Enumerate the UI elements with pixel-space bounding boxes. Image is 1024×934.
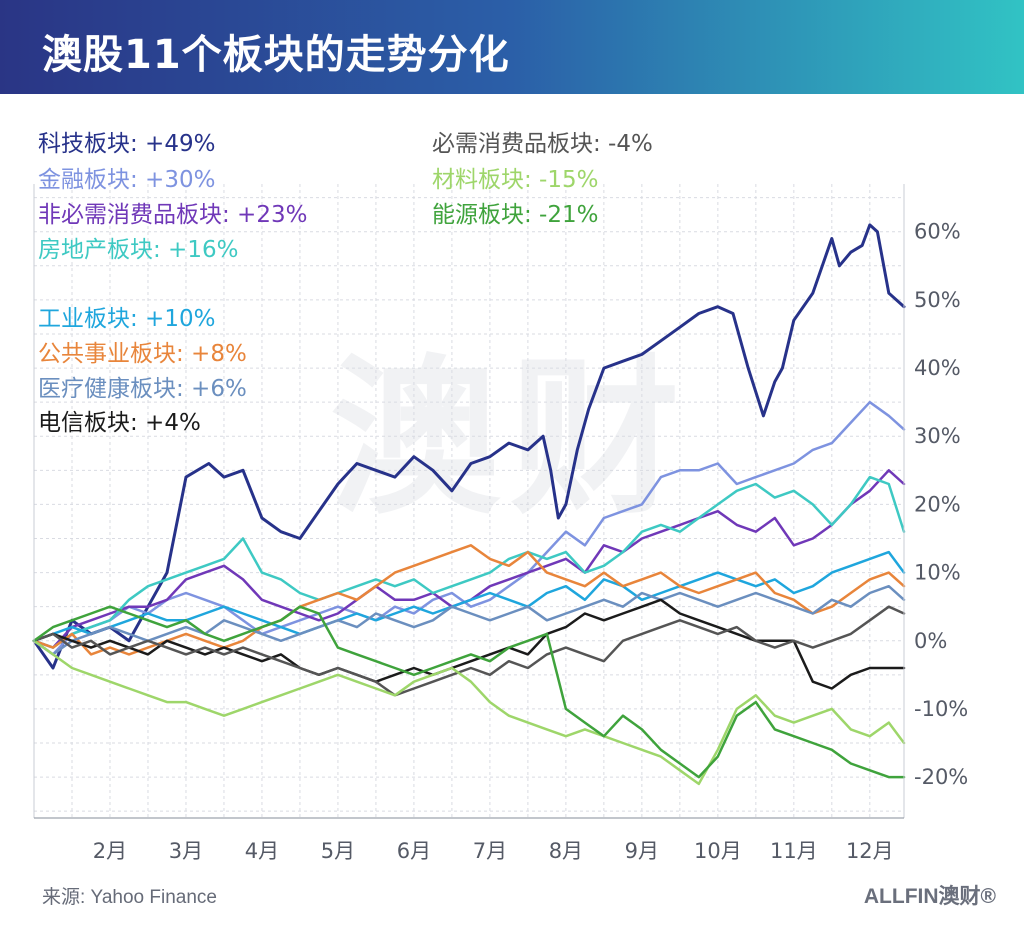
y-tick-label: -20% — [914, 765, 968, 789]
legend-item: 必需消费品板块: -4% — [432, 131, 653, 157]
y-tick-label: 20% — [914, 492, 961, 516]
series-line-9 — [32, 639, 906, 786]
series-line-8 — [32, 605, 906, 697]
y-tick-label: 60% — [914, 220, 961, 244]
legend-item: 房地产板块: +16% — [38, 237, 238, 263]
sector-line-chart: 60% 50% 40% 30% 20% 10% 0% -10% -20% 2月 3月 4月 5月 6月 7月… — [32, 131, 968, 863]
series-line-0 — [32, 223, 906, 670]
series-line-7 — [32, 598, 906, 690]
legend-item: 能源板块: -21% — [432, 202, 598, 228]
x-tick-label: 11月 — [770, 839, 818, 863]
series-line-4 — [32, 550, 906, 643]
legend-item: 公共事业板块: +8% — [38, 341, 247, 367]
x-tick-label: 7月 — [473, 839, 507, 863]
legend-item: 金融板块: +30% — [38, 167, 215, 193]
legend-item: 非必需消费品板块: +23% — [38, 202, 307, 228]
header-banner: 澳股11个板块的走势分化 — [0, 0, 1024, 94]
legend: 科技板块: +49% 金融板块: +30% 非必需消费品板块: +23% 房地产板块:… — [38, 131, 653, 436]
y-tick-label: -10% — [914, 697, 968, 721]
source-note: 来源: Yahoo Finance — [42, 887, 217, 908]
x-tick-label: 2月 — [93, 839, 127, 863]
y-tick-label: 50% — [914, 288, 961, 312]
legend-item: 医疗健康板块: +6% — [38, 376, 247, 402]
y-tick-label: 40% — [914, 356, 961, 380]
series-line-10 — [32, 605, 906, 779]
y-tick-label: 30% — [914, 424, 961, 448]
legend-item: 材料板块: -15% — [432, 167, 598, 193]
legend-item: 科技板块: +49% — [38, 131, 215, 157]
x-tick-label: 5月 — [321, 839, 355, 863]
series-line-1 — [32, 400, 906, 656]
x-tick-label: 8月 — [549, 839, 583, 863]
y-tick-label: 10% — [914, 561, 961, 585]
y-tick-label: 0% — [914, 629, 947, 653]
brand-logo: ALLFIN澳财® — [863, 885, 996, 908]
grid — [34, 184, 904, 818]
series-line-5 — [32, 544, 906, 656]
x-tick-label: 10月 — [694, 839, 742, 863]
legend-item: 电信板块: +4% — [38, 410, 201, 436]
axes: 60% 50% 40% 30% 20% 10% 0% -10% -20% 2月 3月 4月 5月 6月 7月… — [33, 184, 968, 863]
legend-item: 工业板块: +10% — [38, 306, 215, 332]
series-line-6 — [32, 584, 906, 656]
series-lines — [32, 223, 906, 786]
x-tick-label: 3月 — [169, 839, 203, 863]
x-tick-label: 6月 — [397, 839, 431, 863]
page-title: 澳股11个板块的走势分化 — [42, 32, 510, 78]
x-tick-label: 12月 — [846, 839, 894, 863]
x-tick-label: 4月 — [245, 839, 279, 863]
x-tick-label: 9月 — [625, 839, 659, 863]
series-line-3 — [32, 475, 906, 649]
